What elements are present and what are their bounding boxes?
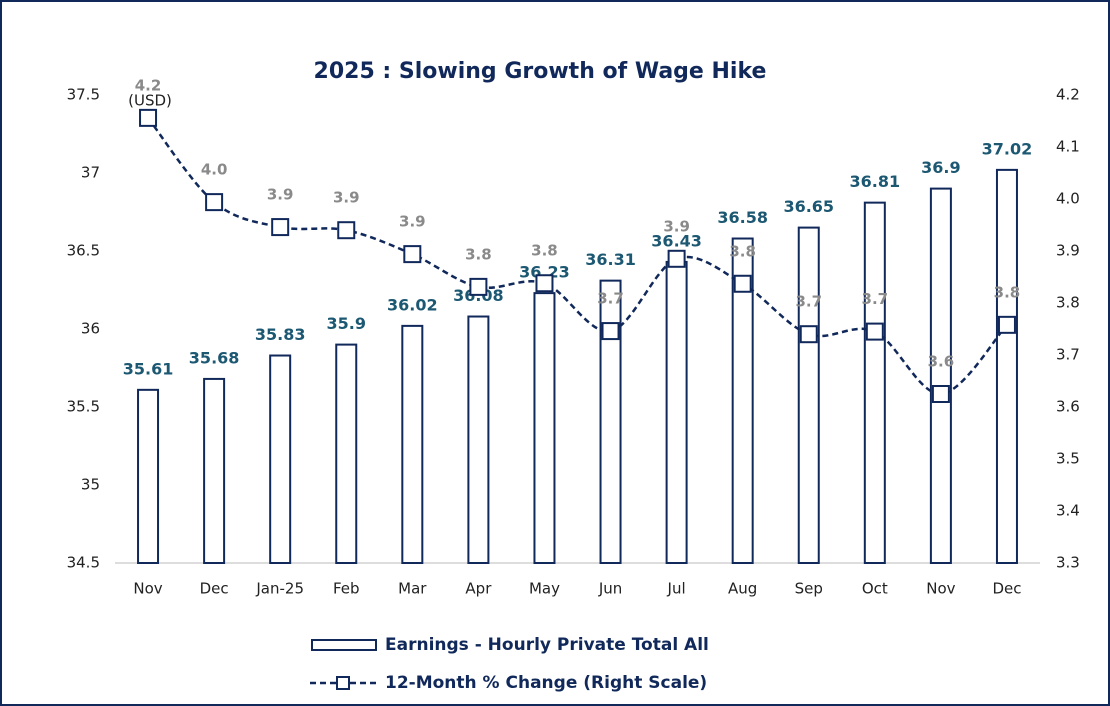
x-tick-label: Oct — [862, 580, 888, 598]
line-marker — [337, 221, 356, 240]
bar — [401, 324, 424, 564]
line-value-label: 3.8 — [729, 242, 756, 260]
line-value-label: 3.6 — [928, 353, 955, 371]
y-tick-label: 36 — [81, 320, 100, 338]
bar — [929, 187, 952, 564]
line-marker — [271, 218, 290, 237]
line-marker — [931, 385, 950, 403]
bar-value-label: 36.9 — [921, 158, 960, 177]
line-marker — [403, 245, 422, 264]
x-tick-label: Feb — [333, 580, 360, 598]
line-marker — [997, 315, 1016, 334]
legend-label: 12-Month % Change (Right Scale) — [385, 673, 707, 693]
bar-value-label: 35.68 — [189, 348, 240, 367]
bar — [863, 201, 886, 564]
y2-tick-label: 4.1 — [1056, 138, 1080, 156]
bar — [467, 315, 490, 564]
y-tick-label: 35.5 — [67, 398, 100, 416]
x-tick-label: Dec — [992, 580, 1021, 598]
line-marker — [601, 322, 620, 341]
bar-value-label: 36.23 — [519, 263, 570, 282]
legend-label: Earnings - Hourly Private Total All — [385, 635, 709, 655]
bar-value-label: 36.02 — [387, 295, 438, 314]
line-marker — [733, 274, 752, 293]
y-tick-label: 35 — [81, 476, 100, 494]
bar — [203, 377, 226, 565]
y2-tick-label: 3.3 — [1056, 554, 1080, 572]
x-tick-label: Dec — [200, 580, 229, 598]
line-value-label: 3.9 — [333, 189, 360, 207]
bar-value-label: 35.61 — [123, 359, 174, 378]
y-tick-label: 36.5 — [67, 242, 100, 260]
y-tick-label: 34.5 — [67, 554, 100, 572]
y2-tick-label: 3.5 — [1056, 450, 1080, 468]
bar-value-label: 36.65 — [783, 197, 834, 216]
x-tick-label: Mar — [398, 580, 427, 598]
x-tick-label: Jul — [667, 580, 686, 598]
bar-value-label: 36.58 — [717, 208, 768, 227]
y2-tick-label: 3.7 — [1056, 346, 1080, 364]
line-value-label: 3.7 — [862, 290, 889, 308]
bar — [269, 354, 292, 564]
x-tick-label: Nov — [133, 580, 162, 598]
bar — [599, 279, 622, 564]
line-marker — [535, 274, 554, 293]
bar — [995, 168, 1018, 564]
bar — [731, 237, 754, 565]
line-marker — [139, 108, 158, 127]
line-value-label: 4.2 — [135, 76, 162, 94]
line-value-label: 3.8 — [465, 245, 492, 263]
y2-tick-label: 4.0 — [1056, 190, 1080, 208]
bar — [335, 343, 358, 564]
bar-value-label: 35.83 — [255, 325, 306, 344]
line-marker — [205, 193, 224, 212]
bar — [137, 388, 160, 564]
line-value-label: 3.7 — [795, 293, 822, 311]
line-value-label: 4.0 — [201, 161, 228, 179]
x-tick-label: Aug — [728, 580, 757, 598]
legend-swatch — [311, 639, 377, 651]
x-tick-label: May — [529, 580, 560, 598]
line-value-label: 3.9 — [267, 186, 294, 204]
bar-value-label: 36.81 — [850, 172, 901, 191]
bar-value-label: 35.9 — [327, 314, 366, 333]
y2-tick-label: 3.6 — [1056, 398, 1080, 416]
line-marker — [667, 249, 686, 268]
line-value-label: 3.9 — [399, 213, 426, 231]
x-tick-label: Jun — [598, 580, 622, 598]
bar — [665, 260, 688, 564]
y2-tick-label: 3.8 — [1056, 294, 1080, 312]
y2-tick-label: 3.4 — [1056, 502, 1080, 520]
line-marker — [799, 325, 818, 344]
y-tick-label: 37.5 — [67, 86, 100, 104]
x-tick-label: Jan-25 — [255, 580, 304, 598]
x-tick-label: Sep — [795, 580, 823, 598]
bar-value-label: 36.43 — [651, 231, 702, 250]
bar-value-label: 37.02 — [982, 139, 1033, 158]
y2-tick-label: 4.2 — [1056, 86, 1080, 104]
bar — [797, 226, 820, 564]
y-axis-label: (USD) — [128, 92, 172, 110]
x-tick-label: Nov — [926, 580, 955, 598]
y2-tick-label: 3.9 — [1056, 242, 1080, 260]
line-value-label: 3.8 — [994, 283, 1021, 301]
line-value-label: 3.7 — [597, 290, 624, 308]
line-marker — [469, 277, 488, 296]
bar — [533, 292, 556, 564]
x-tick-label: Apr — [465, 580, 492, 598]
line-marker — [865, 322, 884, 341]
legend-marker — [336, 676, 350, 690]
y-tick-label: 37 — [81, 164, 100, 182]
line-value-label: 3.9 — [663, 217, 690, 235]
line-value-label: 3.8 — [531, 242, 558, 260]
bar-value-label: 36.31 — [585, 250, 636, 269]
chart-title: 2025 : Slowing Growth of Wage Hike — [314, 59, 767, 84]
